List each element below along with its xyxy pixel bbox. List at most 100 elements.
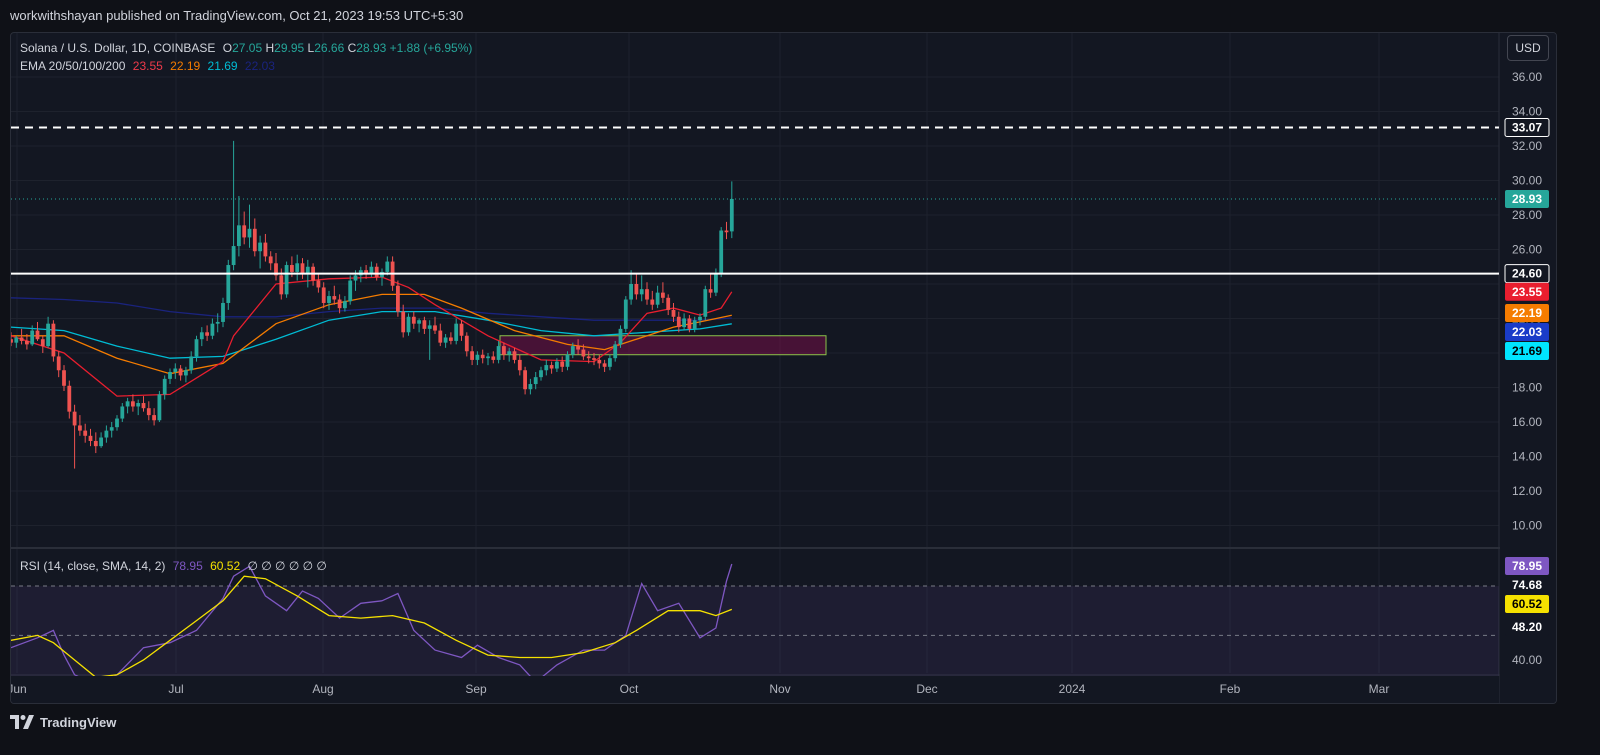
price-label-bg bbox=[1504, 264, 1550, 284]
candle-body bbox=[274, 263, 278, 276]
candle bbox=[237, 196, 241, 257]
candle bbox=[422, 316, 427, 335]
candle-body bbox=[11, 339, 13, 343]
candle-body bbox=[687, 318, 692, 329]
candle-body bbox=[422, 320, 427, 329]
candle-body bbox=[560, 361, 565, 367]
change-label: +1.88 (+6.95%) bbox=[389, 41, 473, 55]
candle-body bbox=[337, 299, 342, 309]
candle bbox=[449, 332, 453, 345]
candle bbox=[565, 351, 570, 371]
price-label-text: 23.55 bbox=[1512, 285, 1542, 299]
rsi-label: 60.52 bbox=[1505, 595, 1549, 613]
candle bbox=[348, 275, 353, 305]
price-tick: 28.00 bbox=[1512, 208, 1542, 222]
price-label-bg bbox=[1505, 282, 1549, 301]
time-axis[interactable]: Jun Jul Aug Sep Oct Nov Dec 2024 Feb Mar bbox=[11, 676, 1499, 703]
price-label: 33.07 bbox=[1504, 118, 1550, 138]
candle-body bbox=[194, 339, 199, 357]
rsi-tick: 40.00 bbox=[1512, 653, 1542, 667]
candle-body bbox=[321, 287, 326, 303]
candle bbox=[67, 380, 72, 419]
candle bbox=[597, 354, 602, 369]
candle-body bbox=[475, 354, 480, 360]
price-label-text: 22.03 bbox=[1512, 325, 1542, 339]
candle-body bbox=[708, 289, 713, 293]
candle bbox=[99, 432, 103, 448]
rsi-label-text: 78.95 bbox=[1512, 559, 1542, 573]
candle-body bbox=[78, 425, 82, 431]
top-bar: workwithshayan published on TradingView.… bbox=[0, 0, 1600, 32]
candle-body bbox=[443, 337, 448, 343]
candle-body bbox=[639, 289, 644, 295]
chart-canvas[interactable]: 36.0034.0032.0030.0028.0026.0024.0022.00… bbox=[11, 33, 1556, 703]
candle bbox=[215, 313, 220, 333]
candle bbox=[205, 325, 209, 341]
candle-body bbox=[19, 337, 24, 341]
candle-body bbox=[698, 316, 702, 321]
candle-body bbox=[623, 299, 628, 329]
candle-body bbox=[25, 340, 29, 345]
candle-body bbox=[221, 302, 225, 322]
candle bbox=[162, 375, 167, 400]
candle-body bbox=[226, 265, 231, 303]
candle-body bbox=[570, 346, 575, 355]
candle-body bbox=[141, 403, 146, 409]
candle-body bbox=[125, 401, 130, 407]
time-tick: Nov bbox=[769, 682, 790, 696]
candle-body bbox=[295, 263, 300, 272]
candle-body bbox=[438, 330, 443, 343]
candle-body bbox=[507, 351, 512, 355]
currency-button[interactable]: USD bbox=[1507, 35, 1549, 61]
candle-body bbox=[184, 370, 188, 376]
candle bbox=[268, 251, 273, 271]
price-tick: 10.00 bbox=[1512, 519, 1542, 533]
candle bbox=[295, 254, 300, 281]
candle bbox=[629, 270, 633, 305]
candle bbox=[708, 273, 713, 298]
chart-frame[interactable]: 36.0034.0032.0030.0028.0026.0024.0022.00… bbox=[10, 32, 1557, 704]
candle bbox=[332, 285, 337, 305]
candle bbox=[475, 351, 480, 366]
rsi-label: 78.95 bbox=[1505, 557, 1549, 575]
candle-body bbox=[152, 415, 156, 421]
candle bbox=[417, 318, 421, 333]
ema200-line bbox=[11, 297, 732, 321]
rsi-label-bg bbox=[1505, 557, 1549, 575]
price-label-text: 28.93 bbox=[1512, 192, 1542, 206]
candle-body bbox=[364, 270, 368, 274]
candle bbox=[634, 273, 639, 300]
price-axis[interactable]: 36.0034.0032.0030.0028.0026.0024.0022.00… bbox=[1500, 33, 1556, 703]
price-tick: 18.00 bbox=[1512, 381, 1542, 395]
candle-body bbox=[284, 265, 289, 295]
candle bbox=[380, 268, 384, 286]
candle bbox=[62, 365, 66, 391]
candles bbox=[11, 140, 734, 469]
candle bbox=[274, 252, 278, 281]
candle bbox=[528, 378, 533, 395]
candle bbox=[226, 259, 231, 310]
candle bbox=[221, 297, 225, 328]
candle bbox=[11, 332, 13, 347]
candle bbox=[427, 320, 432, 360]
price-tick: 36.00 bbox=[1512, 70, 1542, 84]
time-tick: Oct bbox=[620, 682, 639, 696]
price-label-bg bbox=[1505, 323, 1549, 341]
candle bbox=[666, 294, 671, 316]
ema20-value: 23.55 bbox=[132, 59, 163, 73]
candle bbox=[406, 313, 411, 336]
price-label-text: 33.07 bbox=[1512, 121, 1542, 135]
price-label-text: 22.19 bbox=[1512, 306, 1542, 320]
rsi-ma-value: 60.52 bbox=[210, 559, 241, 573]
candle bbox=[337, 294, 342, 314]
candle bbox=[120, 403, 125, 422]
price-label: 21.69 bbox=[1505, 342, 1549, 360]
candle-body bbox=[35, 330, 40, 340]
candle bbox=[517, 354, 522, 376]
candle-body bbox=[67, 385, 72, 412]
candle-body bbox=[401, 311, 406, 333]
horizontal-lines[interactable] bbox=[11, 126, 1499, 275]
candle-body bbox=[120, 406, 125, 419]
candle-body bbox=[178, 368, 183, 376]
candle bbox=[258, 235, 262, 269]
